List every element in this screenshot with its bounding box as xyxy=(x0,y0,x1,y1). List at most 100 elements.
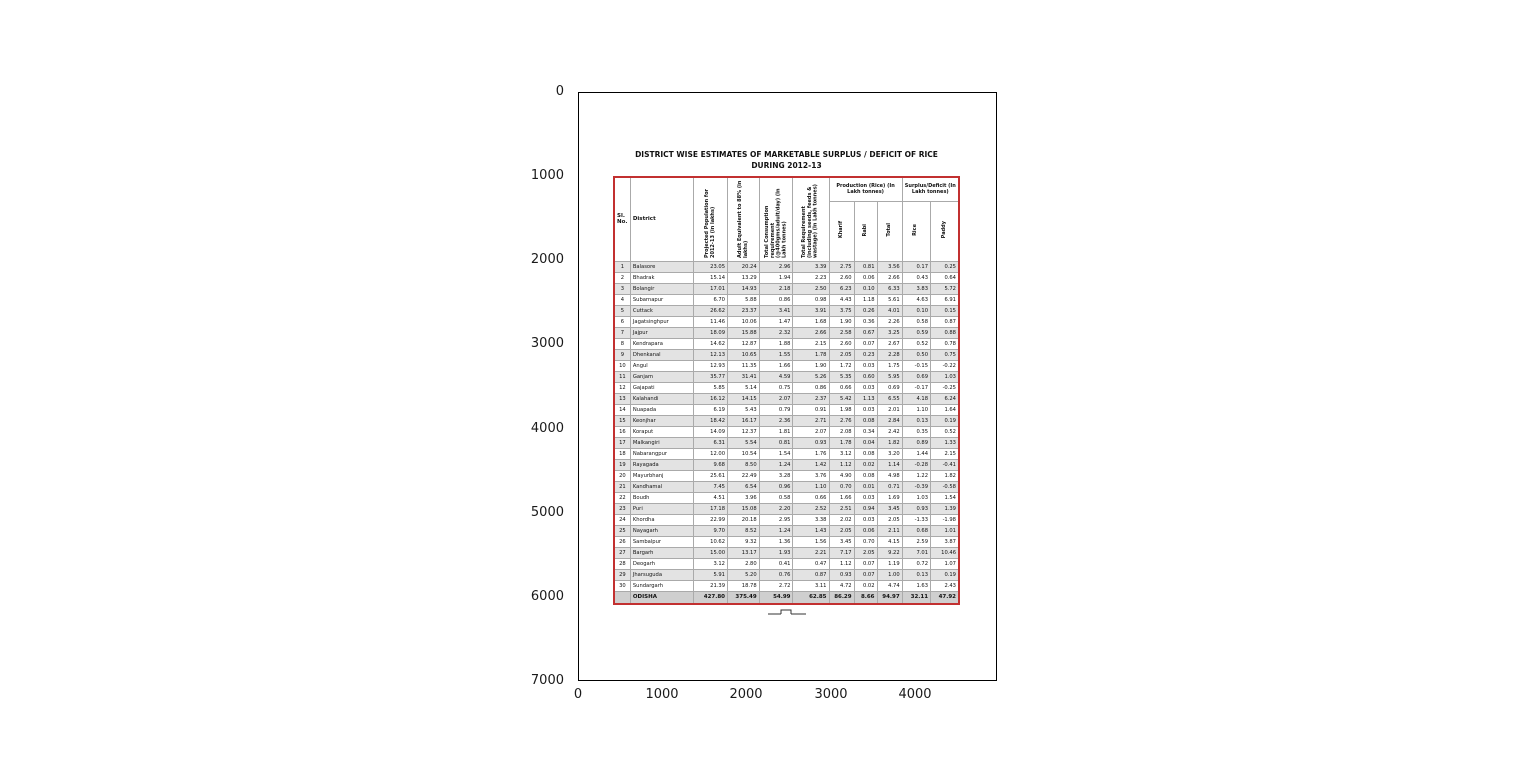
value-cell: 11.46 xyxy=(693,315,728,328)
value-cell: 3.87 xyxy=(930,535,960,548)
value-cell: 10.54 xyxy=(727,447,760,460)
value-cell: 5.14 xyxy=(727,381,760,394)
value-cell: 12 xyxy=(613,381,631,394)
value-cell: 2.42 xyxy=(876,425,903,438)
district-cell: Kalahandi xyxy=(629,392,695,405)
value-cell: 0.81 xyxy=(853,260,878,273)
table-row: 19 Rayagada 9.68 8.50 1.24 1.42 1.12 0.02 1.14 -0… xyxy=(613,458,960,471)
value-cell: 0.52 xyxy=(901,337,932,350)
value-cell: 2.05 xyxy=(828,348,855,361)
col-header-paddy-label: Paddy xyxy=(940,221,947,239)
district-cell: Puri xyxy=(629,502,695,515)
value-cell: 0.10 xyxy=(853,282,878,295)
value-cell: 2.32 xyxy=(758,326,794,339)
value-cell: 12.00 xyxy=(693,447,728,460)
value-cell: 1.54 xyxy=(930,491,960,504)
y-tick-label: 5000 xyxy=(530,505,564,520)
value-cell: 17.01 xyxy=(693,282,728,295)
value-cell: 375.49 xyxy=(727,590,760,605)
y-tick-label: 2000 xyxy=(530,252,564,267)
value-cell: 12.37 xyxy=(727,425,760,438)
value-cell: 18 xyxy=(613,447,631,460)
value-cell: 14 xyxy=(613,403,631,416)
table-row: 22 Boudh 4.51 3.96 0.58 0.66 1.66 0.03 1.69 1.03 1… xyxy=(613,491,960,504)
value-cell: 14.62 xyxy=(693,337,728,350)
value-cell: 5.61 xyxy=(876,293,903,306)
value-cell: -1.33 xyxy=(901,513,932,526)
col-header-rice-label: Rice xyxy=(912,224,919,236)
value-cell: 2.02 xyxy=(828,513,855,526)
value-cell: 26.62 xyxy=(693,304,728,317)
value-cell: 1.39 xyxy=(930,502,960,515)
value-cell: 5.91 xyxy=(693,568,728,581)
value-cell: 10.46 xyxy=(930,546,960,559)
table-row: 24 Khordha 22.99 20.18 2.95 3.38 2.02 0.03 2.05-… xyxy=(613,513,960,526)
value-cell: 2.67 xyxy=(876,337,903,350)
surplus-deficit-table: Sl. No. District Projected Population fo… xyxy=(613,176,960,605)
value-cell: 1.18 xyxy=(853,293,878,306)
value-cell: 1.98 xyxy=(828,403,855,416)
value-cell: 16 xyxy=(613,425,631,438)
value-cell: 2.96 xyxy=(758,260,794,273)
value-cell: 2.50 xyxy=(792,282,830,295)
value-cell: 0.06 xyxy=(853,524,878,537)
value-cell: 1.64 xyxy=(930,403,960,416)
table-row: 16 Koraput 14.09 12.37 1.81 2.07 2.08 0.34 2.42 0… xyxy=(613,425,960,438)
value-cell: 7 xyxy=(613,326,631,339)
value-cell: 0.03 xyxy=(853,381,878,394)
value-cell: 1.01 xyxy=(930,524,960,537)
value-cell: 9.22 xyxy=(876,546,903,559)
x-tick-label: 4000 xyxy=(898,687,932,702)
value-cell: 12.93 xyxy=(693,359,728,372)
value-cell: 1.00 xyxy=(876,568,903,581)
value-cell: 1.81 xyxy=(758,425,794,438)
value-cell: 15.08 xyxy=(727,502,760,515)
value-cell: 0.88 xyxy=(930,326,960,339)
value-cell: 0.07 xyxy=(853,557,878,570)
value-cell: 22 xyxy=(613,491,631,504)
value-cell: 6.54 xyxy=(727,480,760,493)
value-cell: 0.19 xyxy=(930,414,960,427)
value-cell: 4.63 xyxy=(901,293,932,306)
value-cell: 1.07 xyxy=(930,557,960,570)
district-cell: Sambalpur xyxy=(629,535,695,548)
value-cell: 16.17 xyxy=(727,414,760,427)
value-cell: 427.80 xyxy=(693,590,728,605)
value-cell: 2.11 xyxy=(876,524,903,537)
y-tick-label: 1000 xyxy=(530,168,564,183)
value-cell: 1.82 xyxy=(930,469,960,482)
value-cell: 10 xyxy=(613,359,631,372)
value-cell: 5 xyxy=(613,304,631,317)
value-cell: 4.15 xyxy=(876,535,903,548)
value-cell: 0.04 xyxy=(853,436,878,449)
district-cell: Angul xyxy=(629,359,695,372)
value-cell: 26 xyxy=(613,535,631,548)
value-cell: 0.93 xyxy=(901,502,932,515)
value-cell: 7.17 xyxy=(828,546,855,559)
col-header-total-label: Total xyxy=(885,223,892,237)
value-cell: 1.33 xyxy=(930,436,960,449)
y-tick-label: 3000 xyxy=(530,336,564,351)
district-cell: Subarnapur xyxy=(629,293,695,306)
value-cell: 4.01 xyxy=(876,304,903,317)
value-cell: 1.55 xyxy=(758,348,794,361)
value-cell: 0.50 xyxy=(901,348,932,361)
district-cell: Nabarangpur xyxy=(629,447,695,460)
value-cell: 20 xyxy=(613,469,631,482)
table-title-line2: DURING 2012-13 xyxy=(751,160,822,170)
value-cell: 1.93 xyxy=(758,546,794,559)
value-cell: 1.36 xyxy=(758,535,794,548)
value-cell: 2.60 xyxy=(828,271,855,284)
value-cell: 1.54 xyxy=(758,447,794,460)
value-cell: 0.87 xyxy=(930,315,960,328)
value-cell: 8.66 xyxy=(853,590,878,605)
value-cell: 2.05 xyxy=(853,546,878,559)
value-cell: 5.95 xyxy=(876,370,903,383)
col-header-paddy: Paddy xyxy=(930,200,960,262)
district-cell: Nuapada xyxy=(629,403,695,416)
value-cell: 1.24 xyxy=(758,524,794,537)
value-cell: 3.25 xyxy=(876,326,903,339)
value-cell: 1.94 xyxy=(758,271,794,284)
value-cell: 0.03 xyxy=(853,491,878,504)
value-cell: 1.78 xyxy=(828,436,855,449)
